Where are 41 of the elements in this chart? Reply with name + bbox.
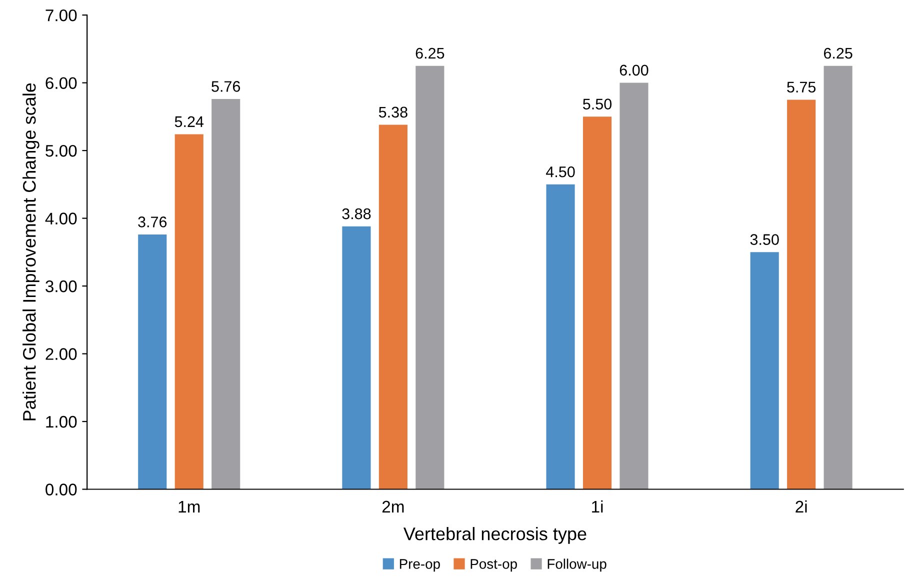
y-tick-label: 7.00 xyxy=(46,9,77,22)
data-label: 6.25 xyxy=(824,48,852,59)
bar xyxy=(378,124,408,490)
y-tick-label: 6.00 xyxy=(46,77,77,89)
data-label: 5.24 xyxy=(174,116,204,128)
x-tick-label: 1i xyxy=(592,500,603,512)
bar xyxy=(546,184,575,490)
bar xyxy=(212,99,240,490)
x-tick-label: 2i xyxy=(796,500,807,512)
data-label: 3.76 xyxy=(138,216,167,228)
bar xyxy=(620,82,648,490)
legend-label: Post-op xyxy=(470,559,517,572)
y-axis-title: Patient Global Improvement Change scale xyxy=(22,83,40,420)
bar xyxy=(174,134,204,490)
bar xyxy=(824,66,852,490)
x-axis-title: Vertebral necrosis type xyxy=(403,527,586,544)
bar xyxy=(787,100,816,490)
data-label: 5.38 xyxy=(378,106,408,118)
legend-label: Follow-up xyxy=(548,558,606,572)
data-label: 3.50 xyxy=(750,234,779,245)
bar xyxy=(138,234,167,490)
data-label: 6.25 xyxy=(416,48,444,59)
bar xyxy=(582,116,612,490)
bar xyxy=(416,66,444,490)
y-tick-label: 5.00 xyxy=(46,144,77,157)
y-tick-label: 2.00 xyxy=(46,348,77,360)
data-label: 5.50 xyxy=(583,98,612,110)
legend-label: Pre-op xyxy=(400,559,440,572)
data-label: 4.50 xyxy=(546,166,575,178)
data-label: 3.88 xyxy=(342,208,371,220)
bar xyxy=(750,252,779,490)
y-tick-label: 3.00 xyxy=(46,280,77,292)
data-label: 6.00 xyxy=(620,64,648,76)
data-label: 5.75 xyxy=(787,82,816,93)
x-tick-label: 1m xyxy=(178,500,200,512)
data-label: 5.76 xyxy=(212,81,240,92)
y-tick-label: 0.00 xyxy=(46,484,77,496)
y-tick-label: 4.00 xyxy=(45,212,77,224)
x-tick-label: 2m xyxy=(382,500,404,512)
y-tick-label: 1.00 xyxy=(46,416,77,428)
bar xyxy=(342,226,371,490)
